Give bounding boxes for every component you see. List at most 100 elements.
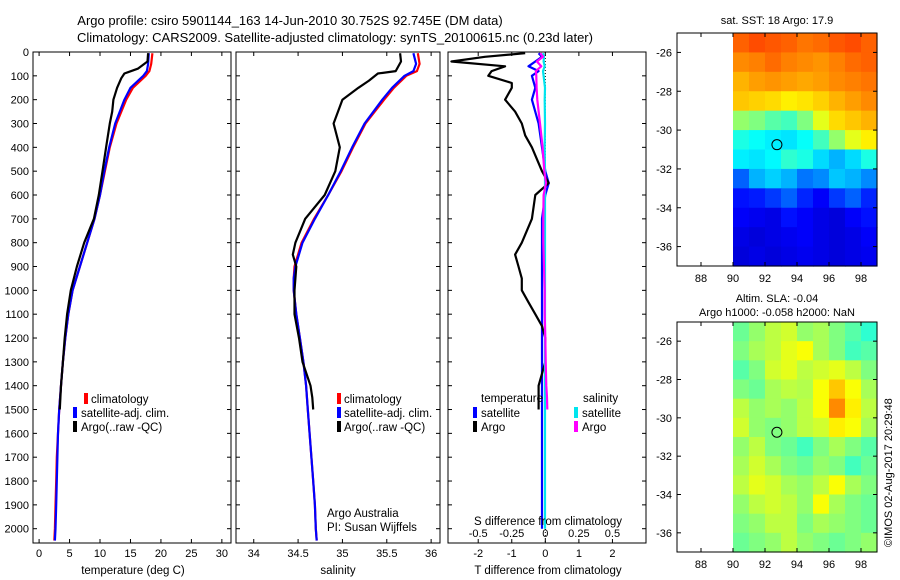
- argo-location-marker: [771, 426, 783, 438]
- heatmap-cell: [845, 437, 862, 457]
- lon-tick-label: 92: [759, 273, 771, 285]
- heatmap-cell: [781, 91, 798, 112]
- lat-tick-label: -30: [656, 125, 672, 137]
- heatmap-cell: [781, 52, 798, 73]
- heatmap-cell: [845, 207, 862, 228]
- x-tick-label: 20: [155, 548, 167, 560]
- heatmap-cell: [861, 417, 878, 438]
- legend-label-climatology: climatology: [344, 394, 402, 406]
- heatmap-cell: [749, 494, 766, 515]
- salinity-axes-frame: [235, 51, 441, 544]
- y-tick-label: 1500: [5, 405, 29, 417]
- heatmap-cell: [797, 360, 814, 381]
- heatmap-cell: [781, 494, 798, 515]
- heatmap-cell: [845, 513, 862, 534]
- heatmap-cell: [813, 437, 830, 457]
- heatmap-cell: [781, 475, 798, 496]
- heatmap-cell: [845, 475, 862, 496]
- heatmap-cell: [829, 207, 846, 228]
- heatmap-cell: [845, 110, 862, 131]
- heatmap-cell: [845, 130, 862, 151]
- salinity-x-axis: 34 34.5 35 35.5 36: [248, 52, 437, 560]
- heatmap-cell: [829, 91, 846, 112]
- heatmap-cell: [765, 513, 782, 534]
- heatmap-cell: [845, 417, 862, 438]
- y-tick-label: 300: [11, 119, 29, 131]
- heatmap-cell: [797, 456, 814, 476]
- heatmap-cell: [749, 513, 766, 534]
- heatmap-cell: [765, 379, 782, 400]
- heatmap-cell: [765, 322, 782, 342]
- x-tick-label: 34.5: [287, 548, 308, 560]
- heatmap-cell: [765, 130, 782, 151]
- heatmap-cell: [829, 188, 846, 209]
- heatmap-cell: [765, 168, 782, 189]
- heatmap-cell: [829, 33, 846, 54]
- heatmap-cell: [733, 398, 750, 419]
- heatmap-cell: [861, 149, 878, 170]
- heatmap-cell: [845, 322, 862, 342]
- heatmap-cell: [829, 398, 846, 419]
- heatmap-cell: [797, 417, 814, 438]
- heatmap-cell: [797, 246, 814, 267]
- heatmap-cell: [845, 149, 862, 170]
- heatmap-cell: [861, 398, 878, 419]
- sla-heatmap: [733, 322, 878, 553]
- heatmap-cell: [749, 227, 766, 248]
- heatmap-cell: [813, 341, 830, 361]
- heatmap-cell: [781, 168, 798, 189]
- heatmap-cell: [813, 246, 830, 267]
- heatmap-cell: [829, 246, 846, 267]
- heatmap-cell: [861, 360, 878, 381]
- heatmap-cell: [845, 398, 862, 419]
- heatmap-cell: [845, 494, 862, 515]
- y-tick-label: 600: [11, 190, 29, 202]
- y-tick-label: 800: [11, 238, 29, 250]
- heatmap-cell: [749, 456, 766, 476]
- y-tick-label: 900: [11, 262, 29, 274]
- lat-tick-label: -32: [656, 451, 672, 463]
- heatmap-cell: [861, 513, 878, 534]
- temperature-x-axis: 0 5 10 15 20 25 30: [36, 52, 228, 560]
- heatmap-cell: [733, 417, 750, 438]
- heatmap-cell: [749, 188, 766, 209]
- s-tick-label: 0.25: [568, 528, 589, 540]
- heatmap-cell: [765, 532, 782, 553]
- difference-y-ticks: [448, 51, 646, 530]
- heatmap-cell: [861, 110, 878, 131]
- lat-tick-label: -30: [656, 413, 672, 425]
- heatmap-cell: [829, 379, 846, 400]
- heatmap-cell: [861, 168, 878, 189]
- series-line-argo-raw-qc-: [291, 53, 403, 410]
- heatmap-cell: [733, 188, 750, 209]
- y-tick-label: 1100: [5, 309, 29, 321]
- lon-tick-label: 96: [823, 559, 835, 571]
- heatmap-cell: [781, 110, 798, 131]
- lon-tick-label: 98: [855, 559, 867, 571]
- sst-map-panel: sat. SST: 18 Argo: 17.9 -26-28-30-32-34-…: [656, 15, 878, 285]
- x-tick-label: 35: [336, 548, 348, 560]
- heatmap-cell: [733, 110, 750, 131]
- heatmap-cell: [829, 475, 846, 496]
- lon-tick-label: 90: [727, 559, 739, 571]
- sst-map-axes: -26 -28 -30 -32 -34 -36 88 90 92 94 96 98: [656, 33, 877, 285]
- heatmap-cell: [733, 52, 750, 73]
- lon-tick-label: 88: [695, 273, 707, 285]
- heatmap-cell: [797, 437, 814, 457]
- heatmap-cell: [797, 494, 814, 515]
- annotation-line-1: Argo Australia: [327, 508, 399, 520]
- heatmap-cell: [765, 52, 782, 73]
- heatmap-cell: [781, 188, 798, 209]
- legend-label-sal-argo: Argo: [582, 422, 606, 434]
- heatmap-cell: [733, 456, 750, 476]
- heatmap-cell: [733, 494, 750, 515]
- heatmap-cell: [781, 379, 798, 400]
- legend-label-temp-argo: Argo: [481, 422, 505, 434]
- heatmap-cell: [781, 398, 798, 419]
- heatmap-cell: [813, 456, 830, 476]
- y-tick-label: 0: [23, 47, 29, 59]
- heatmap-cell: [765, 398, 782, 419]
- heatmap-cell: [781, 437, 798, 457]
- heatmap-cell: [733, 360, 750, 381]
